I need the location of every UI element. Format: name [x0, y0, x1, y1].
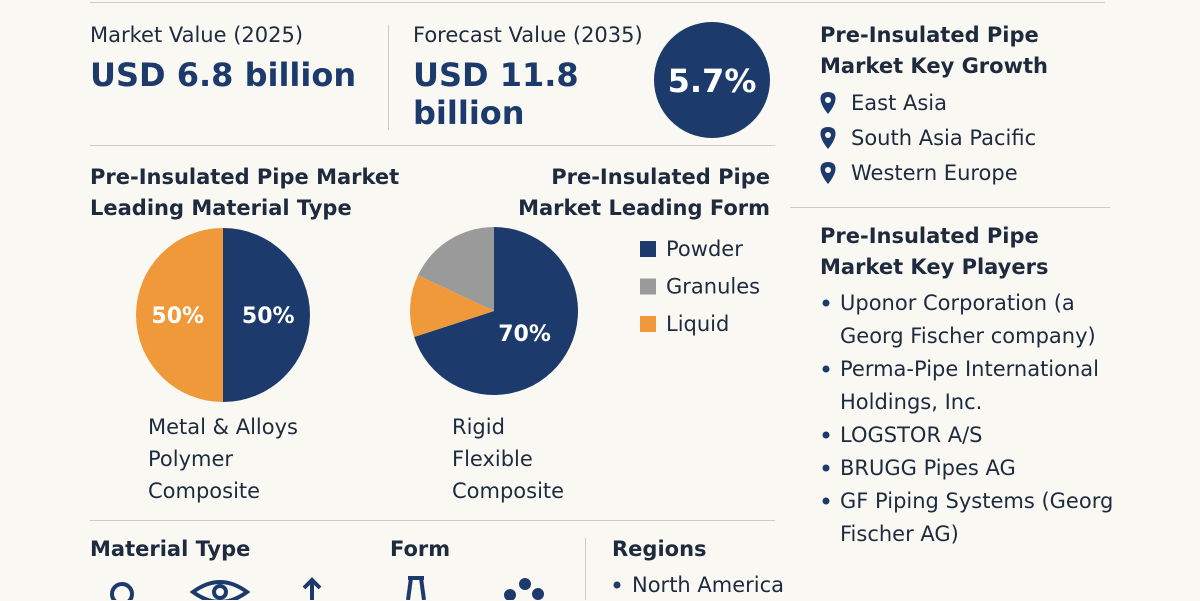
- slice-label: 50%: [242, 304, 295, 329]
- market-value: USD 6.8 billion: [90, 56, 357, 94]
- cagr-badge: [654, 22, 770, 138]
- region: Western Europe: [851, 161, 1018, 185]
- bottom-heading: Form: [390, 537, 451, 561]
- bullet: [822, 299, 830, 307]
- pie-slice: [136, 228, 223, 402]
- pin-hole: [825, 132, 831, 138]
- form-type: Flexible: [452, 447, 533, 471]
- form-type: Composite: [452, 479, 565, 503]
- region-item: North America: [632, 573, 785, 597]
- pie-slice: [414, 227, 579, 395]
- form-type: Rigid: [452, 415, 505, 439]
- player: BRUGG Pipes AG: [840, 456, 1016, 480]
- player: LOGSTOR A/S: [840, 423, 983, 447]
- divider: [790, 207, 1110, 208]
- pie-slice: [410, 275, 494, 337]
- material-type: Polymer: [148, 447, 234, 471]
- legend-swatch: [640, 278, 656, 295]
- form-title: Pre-Insulated Pipe Market Leading Form: [518, 165, 770, 220]
- key-growth-title: Pre-Insulated Pipe Market Key Growth: [820, 23, 1048, 78]
- region: South Asia Pacific: [851, 126, 1037, 150]
- legend-swatch: [640, 241, 656, 257]
- slice-label: 70%: [498, 322, 551, 347]
- player: GF Piping Systems (Georg Fischer AG): [840, 489, 1114, 546]
- pin-hole: [825, 97, 831, 103]
- legend-label: Liquid: [666, 312, 729, 336]
- material-type: Metal & Alloys: [148, 415, 298, 439]
- cagr: 5.7%: [668, 62, 757, 100]
- player: Perma-Pipe International Holdings, Inc.: [840, 357, 1099, 414]
- bullet: [822, 497, 830, 505]
- slice-label: 50%: [151, 304, 204, 329]
- bullet: [613, 581, 621, 589]
- divider: [388, 25, 389, 130]
- divider: [90, 145, 775, 146]
- market-value-label: Market Value (2025): [90, 23, 304, 47]
- legend-label: Granules: [666, 275, 760, 299]
- forecast-value: USD 11.8 billion: [413, 56, 579, 132]
- icons: [110, 576, 544, 600]
- player: Uponor Corporation (a Georg Fischer comp…: [840, 291, 1096, 348]
- pie-slice: [223, 228, 310, 402]
- bullet: [822, 431, 830, 439]
- legend-label: Powder: [666, 237, 743, 261]
- bottom-heading: Regions: [612, 537, 707, 561]
- region: East Asia: [851, 91, 947, 115]
- material-title: Pre-Insulated Pipe Market Leading Materi…: [90, 165, 400, 220]
- material-type: Composite: [148, 479, 261, 503]
- divider: [90, 520, 775, 521]
- divider: [585, 538, 586, 600]
- bullet: [822, 464, 830, 472]
- pie-slice: [417, 227, 494, 311]
- bullet: [822, 365, 830, 373]
- bottom-heading: Material Type: [90, 537, 251, 561]
- pin-hole: [825, 167, 831, 173]
- legend-swatch: [640, 316, 656, 332]
- forecast-value-label: Forecast Value (2035): [413, 23, 643, 47]
- divider: [90, 2, 1105, 3]
- key-players-title: Pre-Insulated Pipe Market Key Players: [820, 224, 1049, 279]
